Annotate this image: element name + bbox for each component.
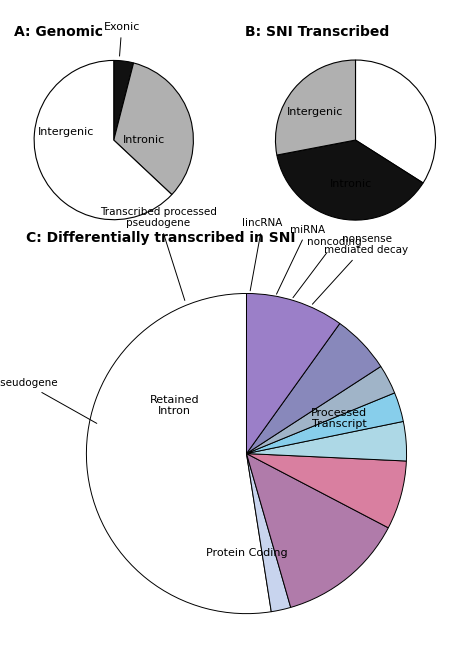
Text: lincRNA: lincRNA <box>242 218 283 291</box>
Wedge shape <box>275 60 356 155</box>
Wedge shape <box>356 60 436 183</box>
Text: Intronic: Intronic <box>330 179 373 189</box>
Text: Intergenic: Intergenic <box>287 107 344 117</box>
Text: miRNA: miRNA <box>276 225 325 294</box>
Text: Processed
Transcript: Processed Transcript <box>311 408 367 429</box>
Wedge shape <box>86 293 271 614</box>
Wedge shape <box>277 140 423 220</box>
Text: A: Genomic: A: Genomic <box>14 25 103 39</box>
Text: Exonic: Exonic <box>103 22 140 56</box>
Wedge shape <box>114 63 193 195</box>
Text: nonsense
mediated decay: nonsense mediated decay <box>312 234 409 304</box>
Text: Intronic: Intronic <box>123 135 165 145</box>
Text: Protein Coding: Protein Coding <box>206 548 287 558</box>
Text: C: Differentially transcribed in SNI: C: Differentially transcribed in SNI <box>27 231 296 245</box>
Wedge shape <box>246 393 403 454</box>
Wedge shape <box>246 366 395 454</box>
Text: Retained
Intron: Retained Intron <box>150 395 199 416</box>
Wedge shape <box>34 61 172 219</box>
Wedge shape <box>114 61 134 140</box>
Wedge shape <box>246 454 388 608</box>
Text: noncoding: noncoding <box>293 237 362 297</box>
Text: Transcribed processed
pseudogene: Transcribed processed pseudogene <box>100 207 217 300</box>
Wedge shape <box>246 323 381 454</box>
Wedge shape <box>246 454 291 612</box>
Wedge shape <box>246 422 407 461</box>
Text: Exonic: Exonic <box>374 127 410 137</box>
Text: Pseudogene: Pseudogene <box>0 378 97 424</box>
Wedge shape <box>246 293 340 454</box>
Text: Intergenic: Intergenic <box>38 127 94 137</box>
Wedge shape <box>246 454 406 528</box>
Text: B: SNI Transcribed: B: SNI Transcribed <box>246 25 390 39</box>
